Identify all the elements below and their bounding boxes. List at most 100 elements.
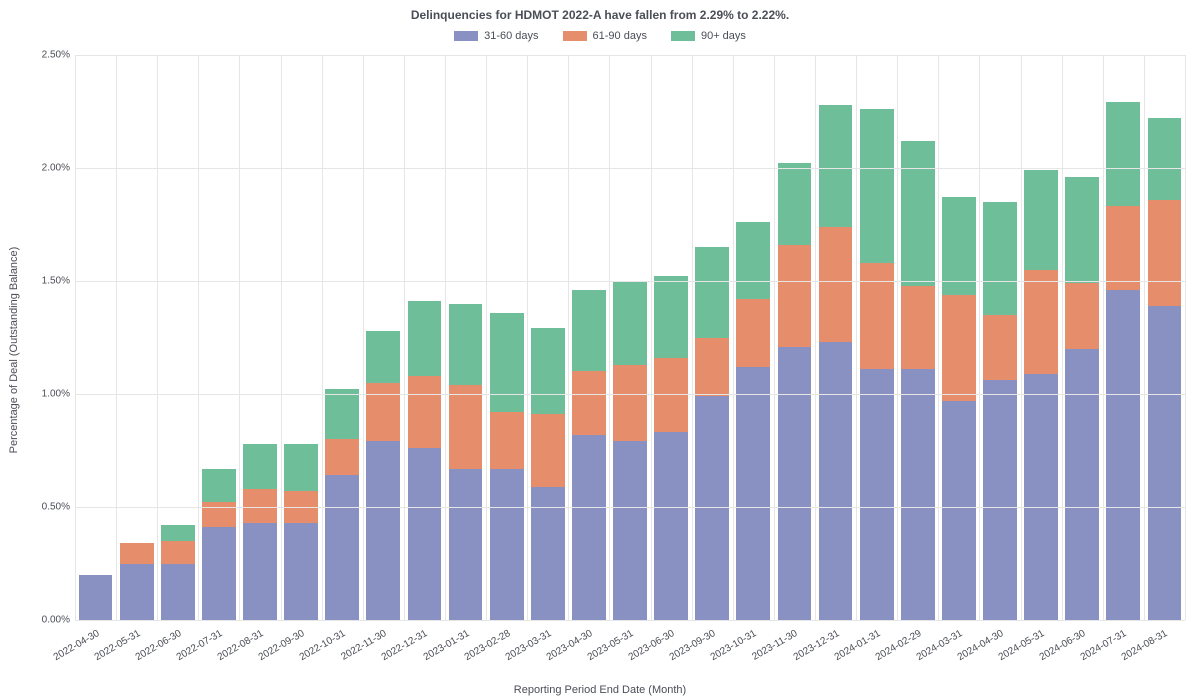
- grid-line-h: [75, 394, 1185, 395]
- bar-segment-d31_60: [120, 564, 154, 621]
- bar-segment-d61_90: [942, 295, 976, 401]
- bar-segment-d61_90: [120, 543, 154, 563]
- bar-segment-d61_90: [449, 385, 483, 469]
- bar-segment-d61_90: [1106, 206, 1140, 290]
- bar-segment-d61_90: [1065, 283, 1099, 349]
- legend-label: 90+ days: [701, 30, 746, 42]
- y-tick-label: 2.50%: [10, 50, 70, 61]
- bar-segment-d31_60: [613, 441, 647, 620]
- bar-segment-d31_60: [449, 469, 483, 620]
- bar-segment-d61_90: [736, 299, 770, 367]
- grid-line-h: [75, 168, 1185, 169]
- bar-segment-d90p: [778, 163, 812, 244]
- bar-segment-d90p: [325, 389, 359, 439]
- bar-segment-d31_60: [1065, 349, 1099, 620]
- bar-segment-d90p: [449, 304, 483, 385]
- bar-segment-d61_90: [531, 414, 565, 486]
- bar-segment-d90p: [695, 247, 729, 337]
- legend-swatch: [671, 31, 695, 41]
- bar-segment-d90p: [736, 222, 770, 299]
- bar-segment-d31_60: [942, 401, 976, 620]
- bar-segment-d90p: [202, 469, 236, 503]
- bar-segment-d61_90: [901, 286, 935, 370]
- legend-item-d90p: 90+ days: [671, 30, 746, 42]
- bar-segment-d90p: [366, 331, 400, 383]
- legend-item-d61_90: 61-90 days: [563, 30, 647, 42]
- bar-segment-d90p: [860, 109, 894, 263]
- chart-title: Delinquencies for HDMOT 2022-A have fall…: [0, 8, 1200, 22]
- bar-segment-d31_60: [1106, 290, 1140, 620]
- bars-layer: [75, 55, 1185, 620]
- bar-segment-d31_60: [778, 347, 812, 620]
- bar-segment-d90p: [1106, 102, 1140, 206]
- bar-segment-d90p: [901, 141, 935, 286]
- bar-segment-d61_90: [819, 227, 853, 342]
- bar-segment-d31_60: [736, 367, 770, 620]
- bar-segment-d90p: [942, 197, 976, 294]
- grid-line-h: [75, 281, 1185, 282]
- bar-segment-d61_90: [572, 371, 606, 434]
- bar-segment-d31_60: [408, 448, 442, 620]
- grid-line-v: [1185, 55, 1186, 620]
- delinquency-chart: Delinquencies for HDMOT 2022-A have fall…: [0, 0, 1200, 700]
- grid-line-h: [75, 620, 1185, 621]
- legend-item-d31_60: 31-60 days: [454, 30, 538, 42]
- bar-segment-d90p: [408, 301, 442, 376]
- bar-segment-d31_60: [1148, 306, 1182, 620]
- bar-segment-d61_90: [1024, 270, 1058, 374]
- bar-segment-d90p: [1065, 177, 1099, 283]
- bar-segment-d31_60: [695, 396, 729, 620]
- bar-segment-d61_90: [654, 358, 688, 433]
- legend-label: 31-60 days: [484, 30, 538, 42]
- bar-segment-d31_60: [860, 369, 894, 620]
- bar-segment-d61_90: [983, 315, 1017, 381]
- legend-swatch: [563, 31, 587, 41]
- bar-segment-d31_60: [202, 527, 236, 620]
- bar-segment-d61_90: [1148, 200, 1182, 306]
- y-tick-label: 1.00%: [10, 389, 70, 400]
- plot-area: [75, 55, 1185, 620]
- bar-segment-d61_90: [408, 376, 442, 448]
- legend-swatch: [454, 31, 478, 41]
- y-tick-label: 1.50%: [10, 276, 70, 287]
- bar-segment-d90p: [654, 276, 688, 357]
- bar-segment-d31_60: [819, 342, 853, 620]
- bar-segment-d90p: [819, 105, 853, 227]
- bar-segment-d31_60: [79, 575, 113, 620]
- bar-segment-d31_60: [366, 441, 400, 620]
- bar-segment-d90p: [1024, 170, 1058, 269]
- bar-segment-d31_60: [983, 380, 1017, 620]
- bar-segment-d90p: [531, 328, 565, 414]
- bar-segment-d61_90: [860, 263, 894, 369]
- x-axis-label: Reporting Period End Date (Month): [0, 684, 1200, 696]
- bar-segment-d90p: [613, 281, 647, 365]
- y-tick-label: 0.00%: [10, 615, 70, 626]
- bar-segment-d90p: [1148, 118, 1182, 199]
- bar-segment-d61_90: [243, 489, 277, 523]
- bar-segment-d90p: [243, 444, 277, 489]
- bar-segment-d31_60: [1024, 374, 1058, 620]
- bar-segment-d31_60: [284, 523, 318, 620]
- bar-segment-d61_90: [778, 245, 812, 347]
- grid-line-h: [75, 507, 1185, 508]
- bar-segment-d31_60: [490, 469, 524, 620]
- bar-segment-d31_60: [901, 369, 935, 620]
- bar-segment-d31_60: [654, 432, 688, 620]
- bar-segment-d31_60: [161, 564, 195, 621]
- y-tick-label: 2.00%: [10, 163, 70, 174]
- bar-segment-d61_90: [325, 439, 359, 475]
- legend: 31-60 days 61-90 days 90+ days: [0, 30, 1200, 42]
- bar-segment-d90p: [983, 202, 1017, 315]
- bar-segment-d90p: [161, 525, 195, 541]
- bar-segment-d31_60: [243, 523, 277, 620]
- bar-segment-d90p: [490, 313, 524, 412]
- bar-segment-d90p: [572, 290, 606, 371]
- bar-segment-d90p: [284, 444, 318, 491]
- y-tick-label: 0.50%: [10, 502, 70, 513]
- bar-segment-d61_90: [613, 365, 647, 442]
- bar-segment-d61_90: [366, 383, 400, 442]
- bar-segment-d31_60: [572, 435, 606, 620]
- bar-segment-d61_90: [490, 412, 524, 469]
- legend-label: 61-90 days: [593, 30, 647, 42]
- bar-segment-d61_90: [161, 541, 195, 564]
